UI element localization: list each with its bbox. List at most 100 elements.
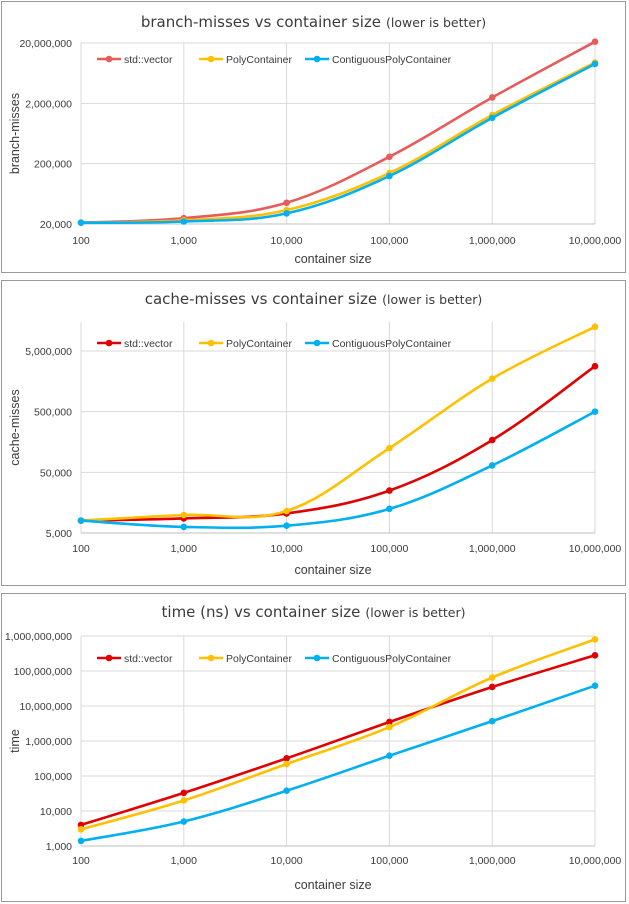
data-point (180, 797, 188, 804)
data-point (488, 436, 496, 444)
legend-label: ContiguousPolyContainer (332, 653, 452, 665)
x-tick-label: 10,000,000 (569, 855, 622, 867)
series-1 (77, 636, 599, 833)
y-axis-label: cache-misses (8, 389, 22, 465)
series-line (79, 325, 597, 522)
x-tick-label: 10,000,000 (569, 543, 622, 555)
data-point (386, 444, 393, 452)
chart-title-main: time (ns) vs container size (162, 603, 361, 621)
data-point (488, 462, 496, 469)
data-point (180, 818, 188, 825)
x-tick-label: 100,000 (370, 543, 408, 555)
x-tick-label: 100,000 (370, 235, 408, 247)
legend: std::vector PolyContainer ContiguousPolyCo… (97, 653, 452, 665)
data-point (283, 522, 290, 529)
chart-title-main: branch-misses vs container size (141, 13, 381, 31)
data-point (386, 752, 393, 760)
series-1 (77, 323, 599, 524)
series-line (79, 40, 597, 224)
data-point (591, 362, 599, 370)
y-tick-label: 100,000,000 (14, 666, 73, 678)
y-tick-label: 50,000 (40, 467, 72, 479)
data-point (283, 507, 290, 515)
data-point (488, 674, 496, 681)
y-axis-label: branch-misses (8, 93, 22, 174)
data-point (386, 723, 393, 731)
branch-misses-chart: branch-misses vs container size (lower is… (1, 1, 626, 273)
legend-marker (207, 654, 215, 662)
chart-subtitle: (lower is better) (386, 15, 486, 30)
x-tick-label: 100 (72, 235, 90, 247)
data-point (386, 487, 393, 494)
data-point (77, 837, 85, 845)
legend-label: std::vector (124, 54, 173, 66)
legend-marker (207, 55, 215, 63)
data-point (180, 218, 188, 225)
data-point (283, 199, 290, 207)
gridlines (80, 322, 596, 534)
chart-title-main: cache-misses vs container size (145, 290, 377, 308)
time-chart-svg: time (ns) vs container size (lower is bet… (5, 603, 622, 892)
data-point (283, 787, 290, 795)
data-point (488, 114, 496, 122)
x-axis-label: container size (294, 563, 371, 577)
y-tick-label: 5,000,000 (25, 346, 72, 358)
legend-marker (105, 55, 113, 63)
data-point (488, 375, 496, 382)
series-line (79, 62, 597, 224)
legend: std::vector PolyContainer ContiguousPolyCo… (97, 54, 452, 66)
series-0 (77, 362, 599, 524)
x-tick-label: 10,000 (271, 235, 303, 247)
data-point (591, 323, 599, 331)
cache-misses-chart-svg: cache-misses vs container size (lower is … (8, 290, 622, 577)
series-2 (77, 408, 599, 531)
x-tick-label: 1,000,000 (469, 543, 516, 555)
series-line (79, 364, 597, 522)
data-point (283, 210, 290, 217)
cache-misses-chart: cache-misses vs container size (lower is … (1, 280, 626, 586)
data-point (77, 826, 85, 833)
series-2 (77, 60, 599, 227)
data-point (488, 683, 496, 691)
data-point (283, 760, 290, 768)
x-tick-label: 1,000,000 (469, 235, 516, 247)
y-tick-label: 20,000 (40, 219, 72, 231)
legend-label: ContiguousPolyContainer (332, 54, 452, 66)
y-tick-label: 200,000 (34, 159, 72, 171)
x-tick-label: 1,000 (171, 543, 197, 555)
chart-title: time (ns) vs container size (lower is bet… (162, 603, 466, 621)
series-line (79, 654, 597, 827)
branch-misses-chart-svg: branch-misses vs container size (lower is… (8, 13, 621, 266)
y-tick-label: 10,000 (40, 806, 72, 818)
x-tick-label: 10,000 (271, 543, 303, 555)
series-line (79, 638, 597, 831)
data-point (591, 652, 599, 659)
x-tick-label: 100,000 (370, 855, 408, 867)
y-tick-label: 500,000 (34, 407, 72, 419)
chart-title: branch-misses vs container size (lower is… (141, 13, 486, 31)
data-point (180, 523, 188, 531)
y-tick-label: 100,000 (34, 771, 72, 783)
data-point (591, 60, 599, 68)
x-tick-label: 1,000 (171, 855, 197, 867)
data-point (386, 172, 393, 180)
legend-label: PolyContainer (226, 338, 292, 350)
legend-label: PolyContainer (226, 653, 292, 665)
series-line (79, 684, 597, 843)
data-point (77, 517, 85, 524)
legend-marker (313, 654, 321, 662)
data-point (488, 717, 496, 725)
legend-label: std::vector (124, 338, 173, 350)
data-point (591, 408, 599, 415)
y-tick-label: 1,000,000,000 (5, 631, 72, 643)
legend-marker (207, 339, 215, 347)
y-tick-label: 2,000,000 (25, 98, 72, 110)
data-point (488, 94, 496, 101)
legend-marker (313, 55, 321, 63)
legend: std::vector PolyContainer ContiguousPolyCo… (97, 338, 452, 350)
x-tick-label: 100 (72, 855, 90, 867)
y-tick-label: 5,000 (46, 528, 72, 540)
data-point (77, 219, 85, 227)
data-point (180, 789, 188, 797)
y-tick-label: 20,000,000 (19, 38, 72, 50)
